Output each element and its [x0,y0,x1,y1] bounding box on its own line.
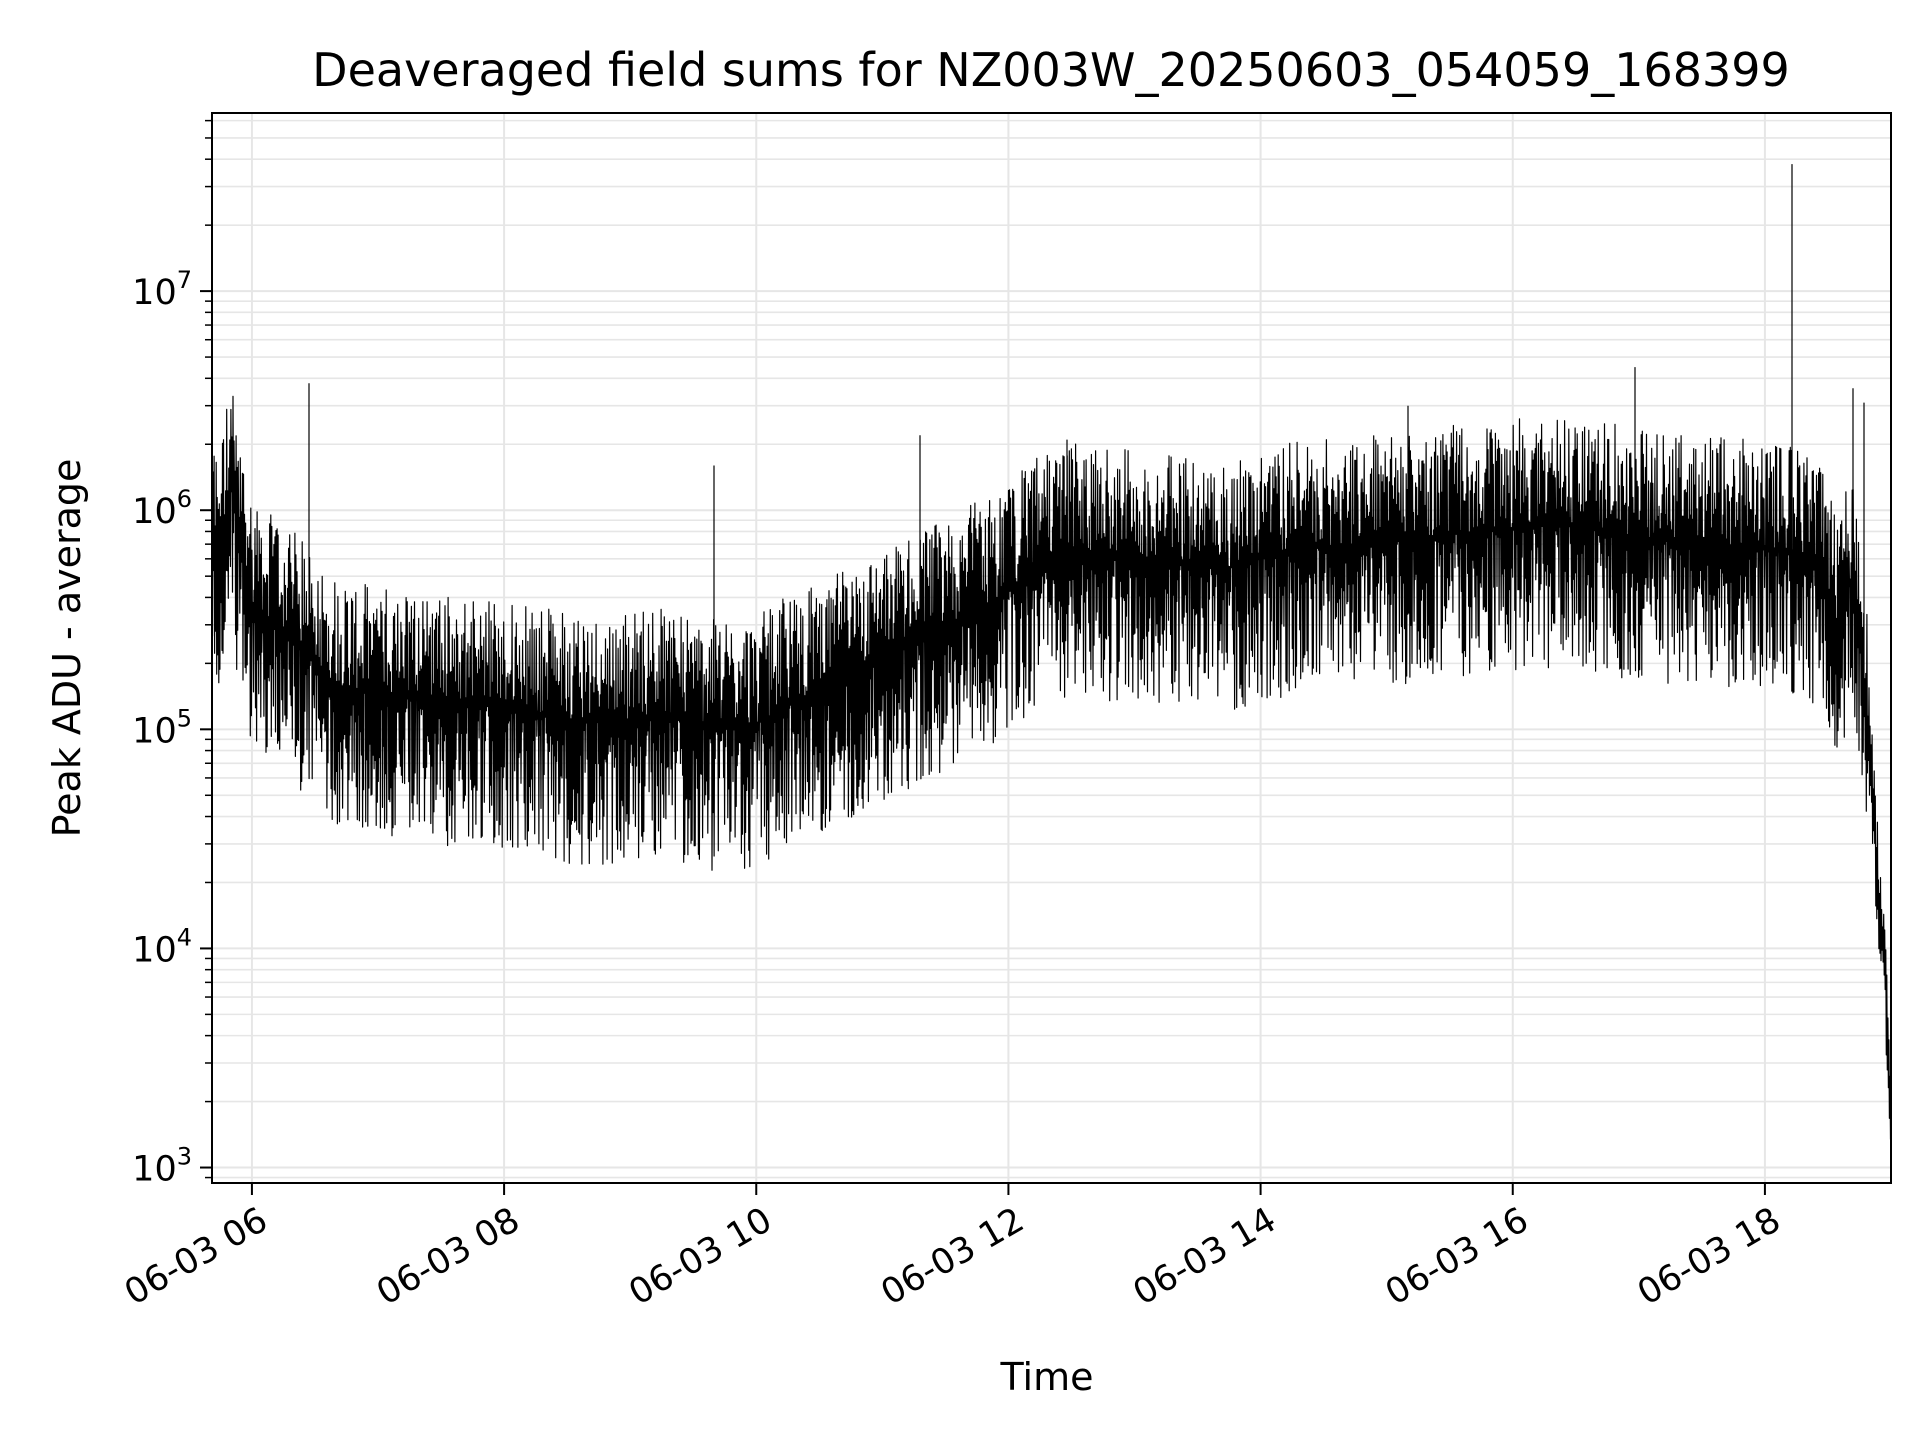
y-tick-label: 105 [132,704,192,751]
y-axis: 103 104 105 106 107 [132,119,212,1190]
y-tick-label: 106 [132,485,192,532]
y-tick-label: 103 [132,1143,192,1190]
y-axis-label: Peak ADU - average [45,459,89,838]
y-tick-label: 107 [132,266,192,313]
chart-title: Deaveraged field sums for NZ003W_2025060… [312,43,1790,97]
series-line [211,164,1892,1140]
y-tick-label: 104 [132,923,192,970]
plot-frame [211,112,1892,1184]
x-axis-label: Time [1000,1355,1094,1399]
